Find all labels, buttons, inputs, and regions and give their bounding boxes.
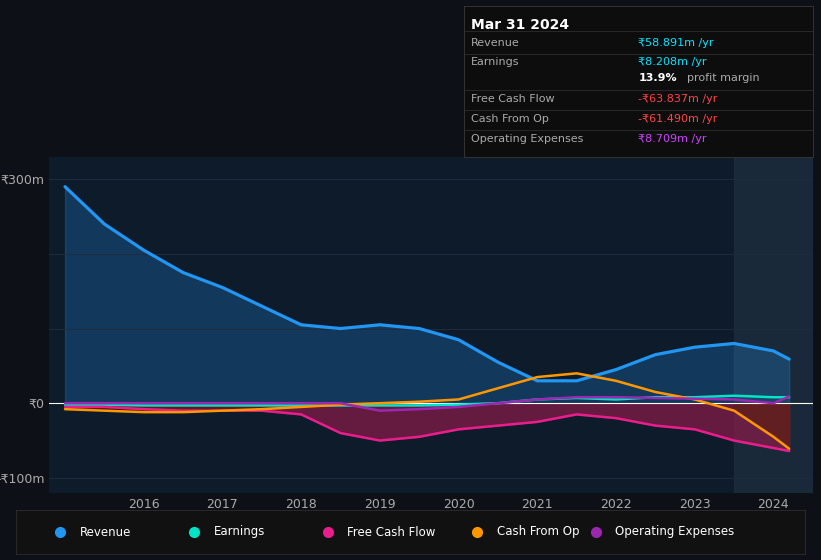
Text: 13.9%: 13.9% [639, 73, 677, 83]
Text: profit margin: profit margin [687, 73, 759, 83]
Bar [734, 157, 813, 493]
Text: Cash From Op: Cash From Op [498, 525, 580, 539]
Text: Earnings: Earnings [213, 525, 265, 539]
Text: Free Cash Flow: Free Cash Flow [471, 94, 554, 104]
Text: Cash From Op: Cash From Op [471, 114, 548, 124]
Text: Operating Expenses: Operating Expenses [616, 525, 735, 539]
Text: Revenue: Revenue [471, 39, 520, 48]
Text: Mar 31 2024: Mar 31 2024 [471, 18, 569, 32]
Text: -₹61.490m /yr: -₹61.490m /yr [639, 114, 718, 124]
Text: Earnings: Earnings [471, 57, 520, 67]
Text: ₹8.709m /yr: ₹8.709m /yr [639, 134, 707, 144]
Text: ₹8.208m /yr: ₹8.208m /yr [639, 57, 707, 67]
Text: ₹58.891m /yr: ₹58.891m /yr [639, 39, 713, 48]
Text: Free Cash Flow: Free Cash Flow [347, 525, 436, 539]
Text: Operating Expenses: Operating Expenses [471, 134, 583, 144]
Text: -₹63.837m /yr: -₹63.837m /yr [639, 94, 718, 104]
Text: Revenue: Revenue [80, 525, 131, 539]
